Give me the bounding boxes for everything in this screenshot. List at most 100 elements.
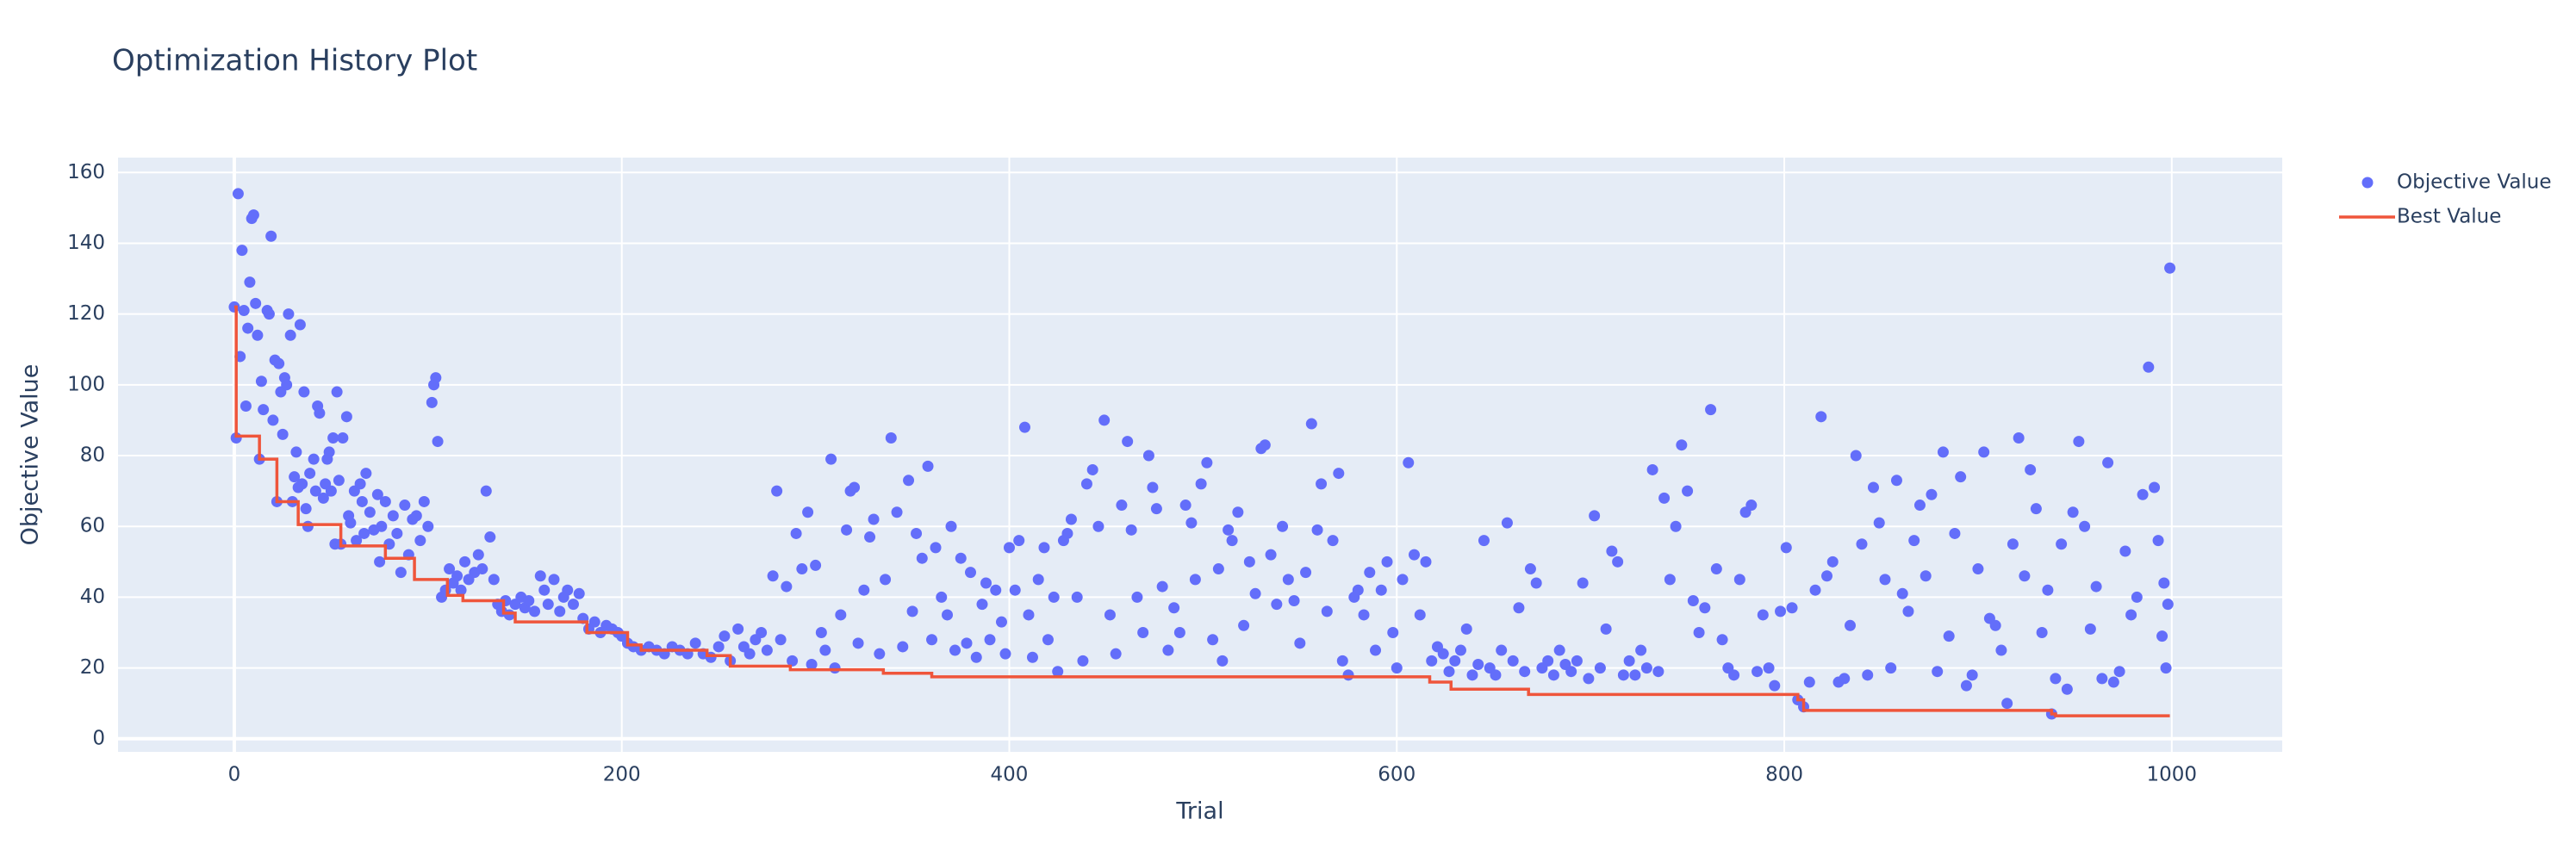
point [1513,602,1525,614]
point [1635,644,1647,656]
point [523,595,535,607]
point [1589,510,1601,522]
x-tick-label: 0 [228,764,241,786]
point [835,609,847,621]
point [1352,584,1364,596]
point [1640,662,1652,674]
point [1327,535,1339,547]
point [1775,605,1787,617]
point [1195,478,1207,490]
point [874,648,886,660]
point [1032,574,1044,586]
point [1023,609,1035,621]
point [1321,605,1333,617]
point [2131,591,2143,603]
point [1955,471,1967,483]
point [849,481,861,493]
point [1282,574,1294,586]
point [1978,446,1990,458]
point [767,570,779,582]
point [354,478,366,490]
point [1501,517,1513,529]
point [1873,517,1885,529]
point [2152,535,2164,547]
point [2156,630,2168,642]
point [391,527,403,539]
point [1902,605,1914,617]
point [926,634,938,646]
point [371,488,383,500]
point [426,396,438,408]
point [327,431,339,444]
point [1420,555,1432,568]
point [1156,580,1168,593]
point [775,634,787,646]
point [252,329,264,341]
point [2164,262,2176,274]
point [880,574,892,586]
y-tick-label: 60 [80,515,105,537]
point [573,587,585,599]
point [1676,439,1688,451]
point [1565,666,1577,678]
point [2160,662,2172,674]
point [298,386,310,398]
point [430,372,442,384]
point [2042,584,2054,596]
point [2107,676,2119,688]
point [1542,655,1554,667]
point [1226,535,1238,547]
point [1780,542,1792,554]
point [300,503,312,515]
point [1018,421,1030,433]
grid [118,158,2282,752]
y-tick-label: 100 [67,373,105,395]
point [2137,488,2149,500]
point [864,531,876,543]
point [379,495,391,507]
point [1460,623,1472,635]
point [399,500,411,512]
point [922,460,934,472]
point [1839,673,1851,685]
point [787,655,799,667]
point [296,478,308,490]
point [999,648,1011,660]
point [1454,644,1466,656]
point [2125,609,2137,621]
point [1710,563,1722,575]
point [1207,634,1219,646]
point [2030,503,2042,515]
point [1885,662,1897,674]
point [308,453,320,465]
point [949,644,961,656]
point [273,357,285,369]
point [1277,520,1289,532]
point [712,641,725,653]
point [1913,500,1926,512]
point [1061,527,1073,539]
point [1862,669,1874,681]
point [1026,651,1038,663]
point [1728,669,1740,681]
point [1670,520,1682,532]
point [2025,463,2037,475]
point [244,276,256,289]
point [1867,481,1879,493]
point [323,446,335,458]
point [351,535,363,547]
point [1752,666,1764,678]
point [1617,669,1629,681]
point [480,485,492,497]
x-tick-label: 400 [991,764,1029,786]
point [263,308,275,320]
point [2013,431,2025,444]
point [976,599,988,611]
point [1769,680,1781,692]
point [1216,655,1229,667]
point [719,630,731,642]
y-tick-label: 160 [67,161,105,183]
point [588,616,600,628]
point [1896,587,1908,599]
legend-label: Objective Value [2397,171,2552,194]
